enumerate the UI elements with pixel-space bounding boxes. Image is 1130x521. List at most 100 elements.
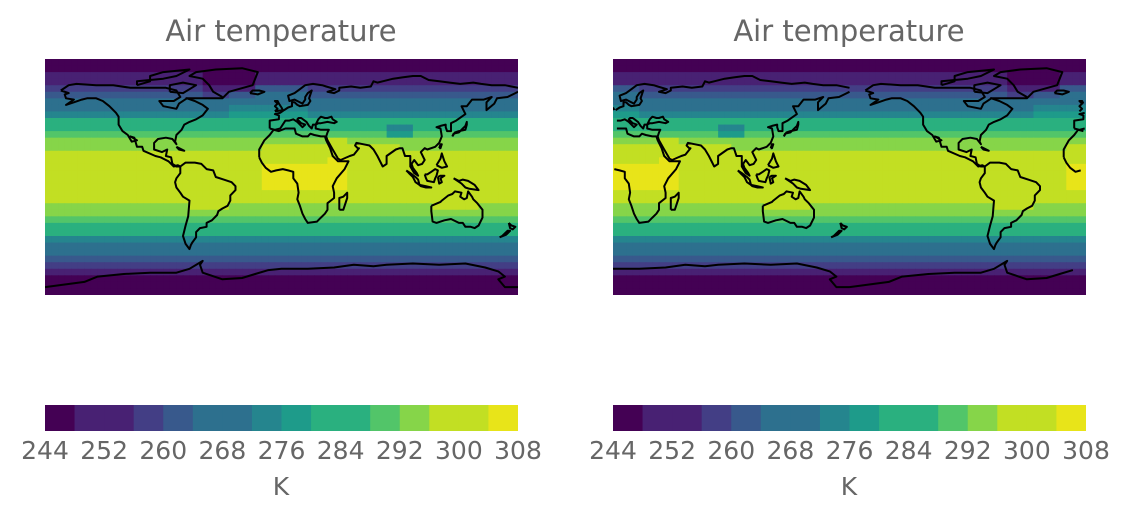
field-cell — [639, 78, 647, 86]
field-cell — [156, 163, 164, 172]
field-cell — [980, 104, 989, 113]
field-cell — [626, 222, 634, 231]
field-cell — [45, 124, 53, 132]
field-cell — [84, 137, 92, 145]
field-cell — [882, 242, 890, 250]
field-cell — [678, 124, 686, 132]
field-cell — [419, 268, 427, 276]
field-cell — [274, 91, 283, 99]
field-cell — [340, 78, 348, 86]
field-cell — [1000, 157, 1008, 165]
field-cell — [130, 222, 138, 231]
field-cell — [862, 196, 870, 204]
field-cell — [465, 268, 473, 276]
field-cell — [393, 288, 401, 295]
field-cell — [202, 85, 210, 93]
field-cell — [406, 111, 414, 119]
field-cell — [485, 255, 493, 263]
field-cell — [888, 150, 897, 158]
field-cell — [156, 150, 164, 158]
field-cell — [652, 183, 660, 191]
coastline — [136, 68, 191, 87]
field-cell — [790, 229, 798, 237]
field-cell — [711, 85, 719, 93]
field-cell — [77, 65, 86, 73]
field-cell — [406, 118, 414, 126]
field-cell — [426, 209, 434, 217]
field-cell — [750, 150, 759, 158]
field-cell — [967, 222, 975, 231]
field-cell — [261, 150, 269, 158]
field-cell — [744, 196, 752, 204]
field-cell — [731, 236, 739, 244]
field-cell — [1026, 216, 1035, 224]
field-cell — [718, 170, 726, 178]
field-cell — [288, 111, 296, 119]
field-cell — [921, 150, 929, 158]
field-cell — [202, 209, 210, 217]
field-cell — [136, 104, 145, 113]
field-cell — [485, 236, 493, 244]
field-cell — [967, 242, 975, 250]
field-cell — [980, 222, 989, 231]
field-cell — [803, 170, 811, 178]
field-cell — [1000, 72, 1008, 80]
field-cell — [862, 150, 870, 158]
field-cell — [783, 124, 791, 132]
field-cell — [967, 209, 975, 217]
field-cell — [412, 98, 421, 106]
field-cell — [698, 65, 706, 73]
field-cell — [974, 59, 982, 67]
field-cell — [731, 183, 739, 191]
field-cell — [268, 288, 276, 295]
field-cell — [1072, 203, 1081, 211]
field-cell — [698, 177, 706, 185]
field-cell — [242, 177, 250, 185]
field-cell — [202, 144, 210, 152]
field-cell — [465, 118, 473, 126]
field-cell — [902, 183, 910, 191]
field-cell — [432, 85, 440, 93]
field-cell — [862, 131, 870, 139]
field-cell — [994, 124, 1002, 132]
field-cell — [123, 249, 131, 257]
field-cell — [393, 183, 401, 191]
field-cell — [222, 111, 230, 119]
field-cell — [156, 222, 164, 231]
field-cell — [987, 124, 995, 132]
field-cell — [672, 150, 680, 158]
field-cell — [163, 78, 171, 86]
field-cell — [84, 59, 92, 67]
field-cell — [104, 59, 112, 67]
field-cell — [895, 242, 903, 250]
field-cell — [235, 229, 243, 237]
field-cell — [744, 131, 752, 139]
field-cell — [445, 137, 453, 145]
field-cell — [1053, 65, 1061, 73]
field-cell — [511, 190, 518, 198]
field-cell — [228, 203, 237, 211]
colorbar-tick-label: 308 — [494, 436, 542, 465]
field-cell — [77, 150, 86, 158]
field-cell — [419, 137, 427, 145]
field-cell — [836, 196, 844, 204]
field-cell — [842, 59, 851, 67]
field-cell — [104, 177, 112, 185]
field-cell — [71, 118, 79, 126]
field-cell — [790, 157, 798, 165]
field-cell — [452, 144, 460, 152]
field-cell — [478, 111, 486, 119]
field-cell — [235, 183, 243, 191]
field-cell — [163, 190, 171, 198]
field-cell — [941, 209, 949, 217]
field-cell — [163, 275, 171, 283]
field-cell — [281, 196, 289, 204]
field-cell — [458, 131, 467, 139]
field-cell — [869, 118, 877, 126]
field-cell — [176, 124, 184, 132]
field-cell — [1020, 118, 1028, 126]
field-cell — [419, 222, 427, 231]
field-cell — [314, 196, 322, 204]
field-cell — [380, 104, 388, 113]
field-cell — [777, 91, 785, 99]
